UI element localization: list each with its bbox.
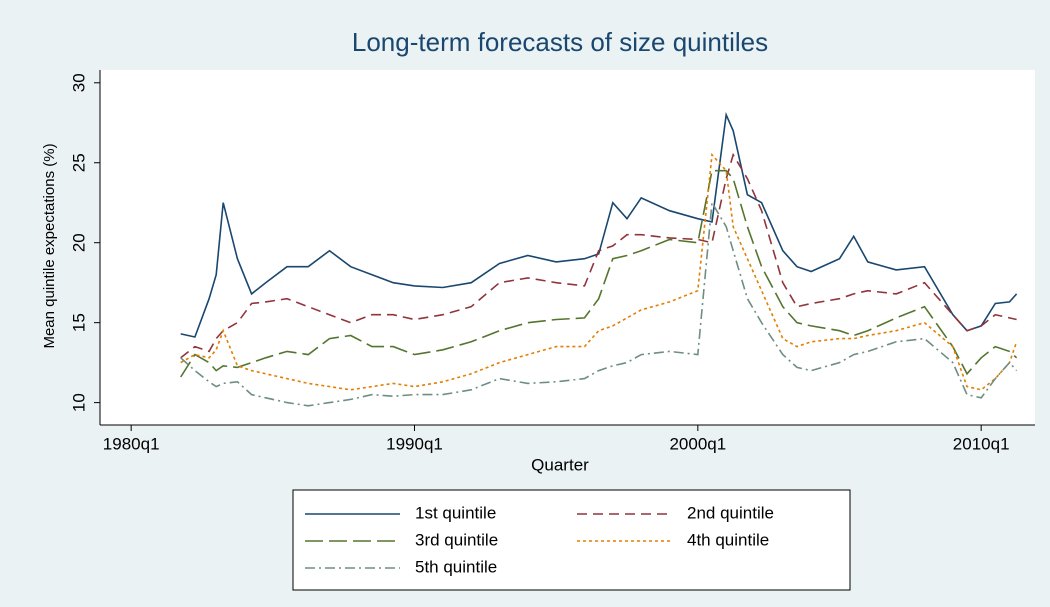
y-tick-label: 10 <box>69 393 88 412</box>
legend-label: 5th quintile <box>415 557 497 576</box>
x-axis-label: Quarter <box>531 455 589 474</box>
x-tick-label: 1990q1 <box>386 434 443 453</box>
y-tick-label: 25 <box>69 153 88 172</box>
legend-label: 1st quintile <box>415 503 496 522</box>
legend-label: 3rd quintile <box>415 530 498 549</box>
series-line <box>180 200 1018 407</box>
y-tick-label: 20 <box>69 233 88 252</box>
x-tick-label: 1980q1 <box>103 434 160 453</box>
series-line <box>180 152 1017 359</box>
chart-title: Long-term forecasts of size quintiles <box>352 27 768 57</box>
legend-label: 2nd quintile <box>687 503 774 522</box>
series-line <box>180 152 1018 391</box>
plot-area <box>100 70 1035 425</box>
y-tick-label: 15 <box>69 313 88 332</box>
legend-box <box>292 489 851 591</box>
y-tick-label: 30 <box>69 73 88 92</box>
series-line <box>180 169 1018 378</box>
x-tick-label: 2000q1 <box>669 434 726 453</box>
x-tick-label: 2010q1 <box>953 434 1010 453</box>
legend-label: 4th quintile <box>687 530 769 549</box>
y-axis-label: Mean quintile expectations (%) <box>41 143 58 348</box>
series-line <box>180 111 1018 338</box>
